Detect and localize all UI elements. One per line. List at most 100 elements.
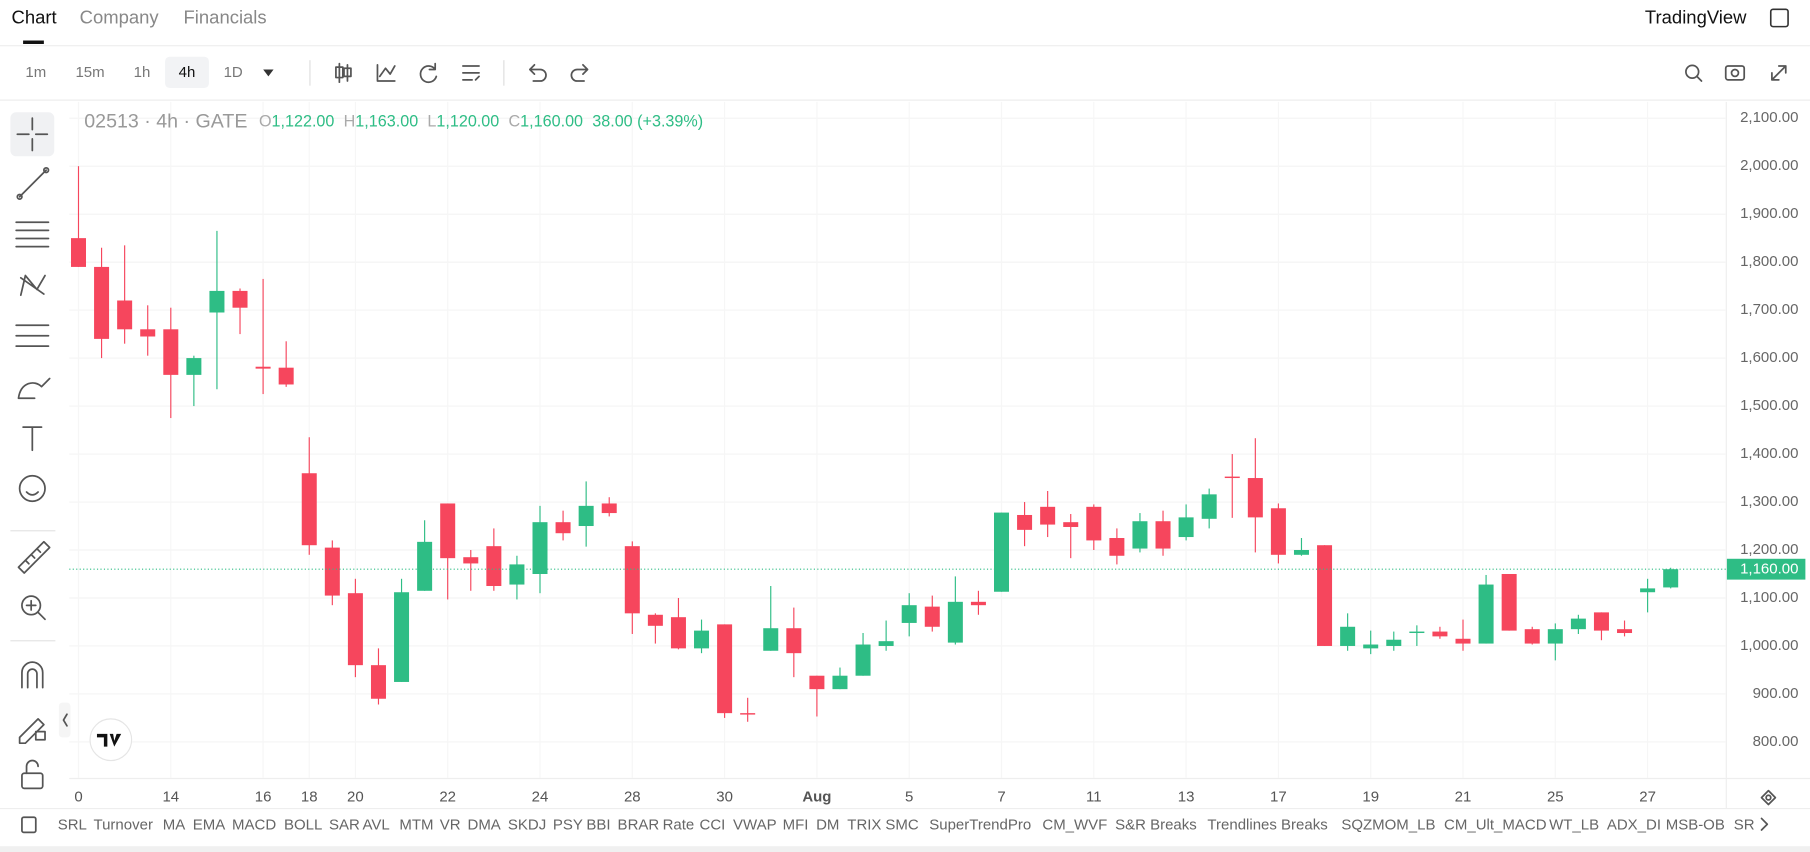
redo-button[interactable] <box>570 63 589 82</box>
indicator-tab[interactable]: DM <box>816 816 839 833</box>
indicator-tab[interactable]: S&R Breaks <box>1115 816 1197 833</box>
logo <box>96 733 122 747</box>
screenshot-button[interactable] <box>1724 65 1746 81</box>
chart-type-button[interactable] <box>335 62 352 84</box>
indicator-tab[interactable]: SRL <box>58 816 87 833</box>
candle-body <box>117 300 133 330</box>
indicators-button[interactable] <box>376 63 396 82</box>
candle-body <box>70 238 86 267</box>
drawing-tools[interactable] <box>15 117 51 790</box>
candle-body <box>717 624 733 714</box>
candle-body <box>1293 550 1309 555</box>
candle-body <box>740 713 756 715</box>
candle-body <box>1109 538 1125 556</box>
interval[interactable]: 1D <box>224 64 243 81</box>
indicator-tab[interactable]: BBI <box>586 816 610 833</box>
x-tick-label: 24 <box>532 789 549 806</box>
y-tick-label: 1,100.00 <box>1740 589 1798 606</box>
candle-body <box>417 541 433 591</box>
y-tick-label: 1,900.00 <box>1740 205 1798 222</box>
candle-body <box>1570 618 1586 630</box>
axis-settings[interactable] <box>1760 789 1777 806</box>
interval-dropdown[interactable] <box>263 69 274 77</box>
candle-body <box>647 614 663 626</box>
legend-low: 1,120.00 <box>436 113 499 131</box>
indicator-tab[interactable]: MA <box>163 816 185 833</box>
logo-badge <box>89 718 133 762</box>
indicator-tab[interactable]: AVL <box>362 816 389 833</box>
indicator-tab[interactable]: MACD <box>232 816 276 833</box>
indicator-tab[interactable]: SMC <box>885 816 918 833</box>
indicator-tab[interactable]: Trendlines Breaks <box>1207 816 1327 833</box>
indicator-tab[interactable]: WT_LB <box>1549 816 1599 833</box>
indicator-tab[interactable]: CM_Ult_MACD <box>1444 816 1547 833</box>
candle-body <box>1040 506 1056 525</box>
indicator-tab[interactable]: MTM <box>399 816 433 833</box>
candle-body <box>347 593 363 666</box>
y-tick-label: 1,600.00 <box>1740 349 1798 366</box>
indicator-tab[interactable]: Rate <box>663 816 695 833</box>
search-button[interactable] <box>1685 64 1703 82</box>
legend-l: L <box>427 113 436 131</box>
candle-body <box>1663 569 1679 588</box>
candle-body <box>1455 638 1471 644</box>
indicator-tab[interactable]: VWAP <box>733 816 777 833</box>
tab[interactable]: Company <box>80 6 160 27</box>
indicator-tab[interactable]: CCI <box>700 816 726 833</box>
y-tick-label: 1,700.00 <box>1740 301 1798 318</box>
indicator-tab[interactable]: BOLL <box>284 816 322 833</box>
x-tick-label: 25 <box>1547 789 1564 806</box>
scroll-right[interactable] <box>1760 817 1769 831</box>
indicator-tab[interactable]: SuperTrendPro <box>929 816 1031 833</box>
indicator-tab[interactable]: MSB-OB <box>1666 816 1725 833</box>
candle-body <box>1317 545 1333 646</box>
indicator-tab[interactable]: CM_WVF <box>1042 816 1107 833</box>
indicator-tab[interactable]: SR <box>1734 816 1755 833</box>
candle-body <box>370 665 386 699</box>
fullscreen-checkbox[interactable] <box>1769 8 1789 28</box>
indicator-tab[interactable]: BRAR <box>618 816 660 833</box>
indicator-tab[interactable]: VR <box>440 816 461 833</box>
chart-legend: 02513 · 4h · GATE O1,122.00 H1,163.00 L1,12… <box>84 111 703 133</box>
indicator-tab[interactable]: TRIX <box>847 816 881 833</box>
candle-body <box>578 505 594 527</box>
indicator-tab[interactable]: DMA <box>468 816 501 833</box>
interval[interactable]: 4h <box>179 64 196 81</box>
candle-body <box>1409 631 1425 634</box>
interval[interactable]: 1m <box>25 64 46 81</box>
indicator-panel-toggle[interactable] <box>21 816 37 834</box>
settings-button[interactable] <box>462 65 480 81</box>
tab[interactable]: Chart <box>12 6 57 27</box>
indicator-tab[interactable]: MFI <box>783 816 809 833</box>
interval[interactable]: 15m <box>75 64 104 81</box>
indicator-tab[interactable]: SQZMOM_LB <box>1341 816 1435 833</box>
indicator-tab[interactable]: Turnover <box>94 816 153 833</box>
indicator-tab[interactable]: SKDJ <box>508 816 546 833</box>
candle-body <box>278 367 294 385</box>
y-tick-label: 800.00 <box>1753 733 1799 750</box>
legend-c: C <box>508 113 520 131</box>
indicator-tab[interactable]: SAR <box>329 816 360 833</box>
brand: TradingView <box>1645 6 1747 27</box>
x-tick-label: 17 <box>1270 789 1287 806</box>
interval[interactable]: 1h <box>134 64 151 81</box>
candle-body <box>1363 644 1379 649</box>
indicator-tab[interactable]: EMA <box>193 816 226 833</box>
candle-body <box>763 628 779 651</box>
legend-change: 38.00 (+3.39%) <box>592 113 703 131</box>
indicator-tab[interactable]: ADX_DI <box>1607 816 1661 833</box>
refresh-button[interactable] <box>419 62 438 84</box>
x-tick-label: 11 <box>1086 789 1102 806</box>
indicator-tab[interactable]: PSY <box>553 816 583 833</box>
candle-body <box>809 675 825 690</box>
tab[interactable]: Financials <box>184 6 267 27</box>
candle-body <box>532 522 548 574</box>
x-tick-label: 30 <box>716 789 733 806</box>
candle-body <box>324 547 340 596</box>
expand-button[interactable] <box>1771 65 1787 81</box>
undo-button[interactable] <box>528 63 547 82</box>
collapse-toolbar[interactable] <box>58 702 71 738</box>
y-tick-label: 1,800.00 <box>1740 253 1798 270</box>
candle-body <box>993 512 1010 592</box>
candle-body <box>186 358 202 375</box>
